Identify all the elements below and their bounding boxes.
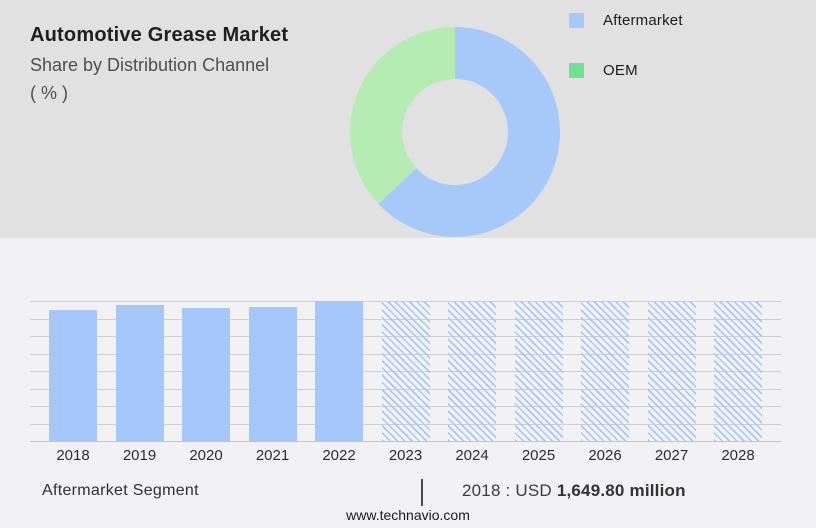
donut-chart (350, 27, 560, 237)
page-title: Automotive Grease Market (30, 24, 289, 46)
x-axis-baseline (30, 441, 781, 442)
bar-2020 (182, 308, 230, 441)
x-tick-label: 2018 (56, 447, 90, 464)
bar-group (30, 301, 781, 441)
chart-subtitle: Share by Distribution Channel (30, 55, 270, 75)
bar-2024-forecast (448, 301, 496, 441)
legend-swatch-green (569, 62, 584, 78)
x-tick-label: 2028 (721, 447, 755, 464)
segment-label: Aftermarket Segment (42, 482, 199, 499)
legend-item-oem: OEM (569, 61, 683, 79)
footer-value: 2018 : USD 1,649.80 million (462, 481, 686, 501)
bar-2023-forecast (381, 301, 430, 441)
bar-2018 (49, 310, 97, 441)
x-tick-label: 2024 (455, 447, 489, 464)
x-tick-label: 2026 (588, 447, 622, 464)
bar-2028-forecast (714, 301, 762, 441)
legend-label: Aftermarket (603, 11, 683, 29)
header-section: Automotive Grease Market Share by Distri… (0, 0, 816, 238)
footer-divider (421, 479, 423, 506)
chart-legend: Aftermarket OEM (569, 12, 683, 112)
footer-value-bold: 1,649.80 million (556, 481, 686, 500)
title-block: Automotive Grease Market Share by Distri… (30, 24, 350, 104)
bar-2025-forecast (514, 301, 563, 441)
footer-value-prefix: 2018 : USD (462, 481, 557, 500)
x-tick-label: 2019 (122, 447, 157, 464)
x-tick-label: 2021 (255, 447, 290, 464)
bar-2026-forecast (581, 301, 629, 441)
bar-chart-plot (30, 301, 781, 442)
x-tick-label: 2027 (654, 447, 689, 464)
x-tick-label: 2023 (388, 447, 423, 464)
bar-2027-forecast (647, 301, 696, 441)
bar-2022 (315, 301, 363, 441)
bar-2021 (248, 307, 297, 441)
legend-swatch-blue (569, 12, 584, 28)
bar-2019 (115, 305, 164, 441)
legend-item-aftermarket: Aftermarket (569, 11, 683, 29)
x-axis-labels: 2018 2019 2020 2021 2022 2023 2024 2025 2026 2027… (30, 447, 781, 464)
site-url: www.technavio.com (346, 507, 470, 523)
x-tick-label: 2022 (322, 447, 356, 464)
legend-label: OEM (603, 61, 638, 79)
donut-hole (402, 79, 508, 185)
chart-unit: ( % ) (30, 83, 68, 103)
x-tick-label: 2020 (189, 447, 223, 464)
x-tick-label: 2025 (521, 447, 556, 464)
